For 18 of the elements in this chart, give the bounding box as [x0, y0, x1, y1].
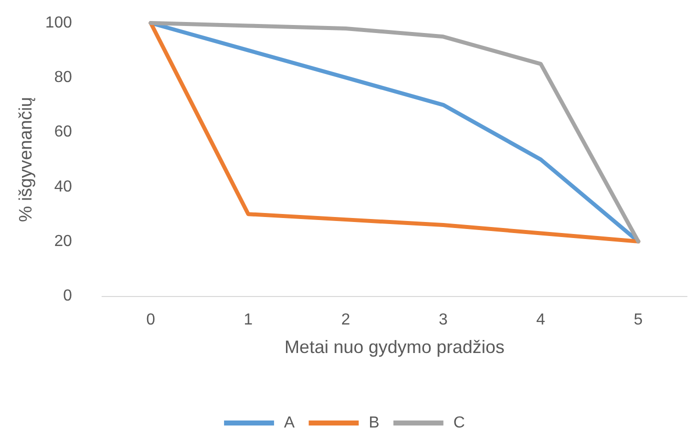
x-tick-label: 1: [244, 312, 253, 328]
y-tick-label: 20: [54, 232, 72, 250]
y-tick-label: 40: [54, 178, 72, 196]
y-tick-label: 100: [45, 14, 72, 32]
legend-label: A: [284, 414, 296, 432]
y-tick-label: 0: [63, 288, 72, 304]
line-series: [148, 21, 640, 244]
legend-label: C: [453, 414, 465, 432]
y-tick-label: 60: [54, 124, 72, 141]
y-tick-label: 80: [54, 69, 72, 86]
x-tick-label: 5: [634, 312, 643, 328]
y-axis-title: % išgyvenančių: [15, 96, 36, 222]
x-tick-label: 4: [536, 312, 546, 328]
legend-label: B: [368, 414, 380, 432]
x-tick-label: 0: [146, 312, 156, 328]
x-tick-label: 2: [341, 312, 350, 328]
x-axis-title: Metai nuo gydymo pradžios: [284, 337, 505, 357]
x-tick-label: 3: [438, 312, 448, 328]
